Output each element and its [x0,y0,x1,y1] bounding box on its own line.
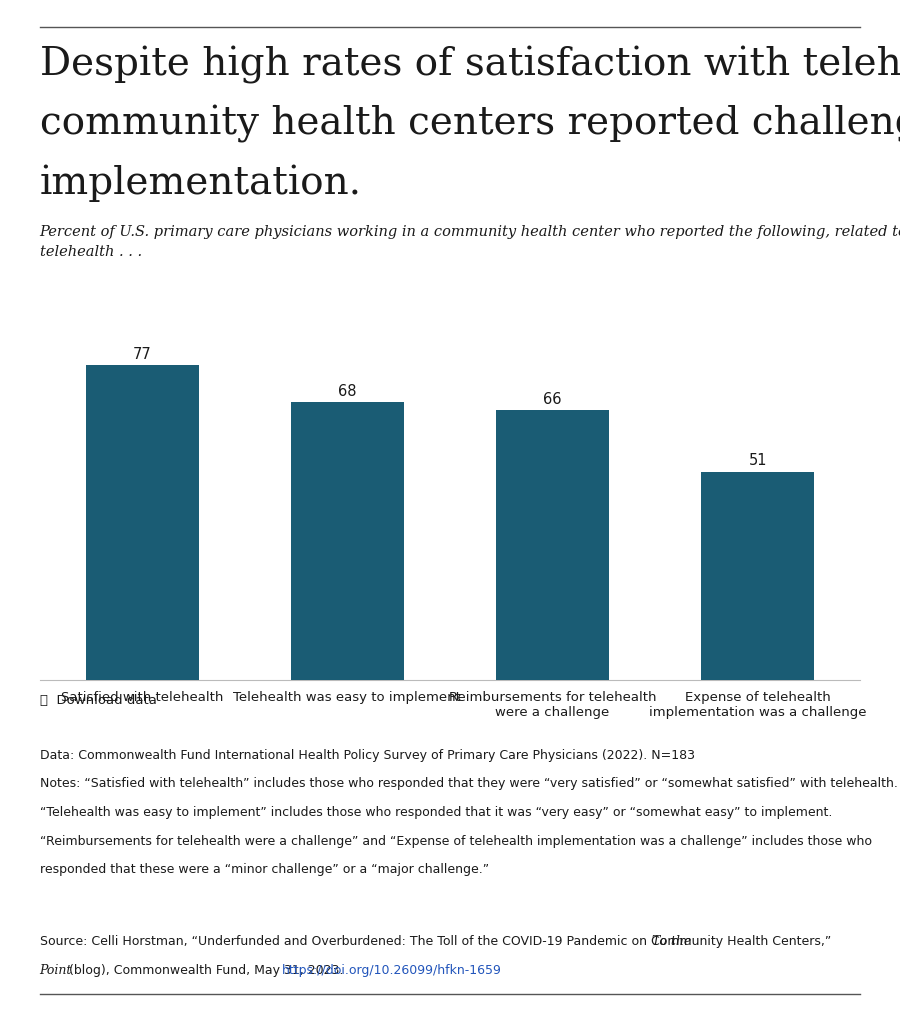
Text: “Telehealth was easy to implement” includes those who responded that it was “ver: “Telehealth was easy to implement” inclu… [40,806,832,819]
Text: ⤓  Download data: ⤓ Download data [40,694,157,707]
Text: 66: 66 [544,392,562,407]
Text: 68: 68 [338,384,356,399]
Text: Point: Point [40,964,72,977]
Text: 77: 77 [133,347,151,362]
Text: To the: To the [652,935,692,948]
Text: implementation.: implementation. [40,165,362,203]
Text: Notes: “Satisfied with telehealth” includes those who responded that they were “: Notes: “Satisfied with telehealth” inclu… [40,777,897,791]
Text: Data: Commonwealth Fund International Health Policy Survey of Primary Care Physi: Data: Commonwealth Fund International He… [40,749,695,762]
Text: Source: Celli Horstman, “Underfunded and Overburdened: The Toll of the COVID-19 : Source: Celli Horstman, “Underfunded and… [40,935,835,948]
Text: (blog), Commonwealth Fund, May 31, 2023.: (blog), Commonwealth Fund, May 31, 2023. [66,964,347,977]
Text: 51: 51 [749,453,767,469]
Text: Despite high rates of satisfaction with telehealth,: Despite high rates of satisfaction with … [40,46,900,84]
Text: responded that these were a “minor challenge” or a “major challenge.”: responded that these were a “minor chall… [40,863,489,877]
Text: https://doi.org/10.26099/hfkn-1659: https://doi.org/10.26099/hfkn-1659 [282,964,501,977]
Bar [86,365,199,680]
Text: “Reimbursements for telehealth were a challenge” and “Expense of telehealth impl: “Reimbursements for telehealth were a ch… [40,835,871,848]
Bar [496,410,609,680]
Text: community health centers reported challenges in: community health centers reported challe… [40,105,900,143]
Text: Percent of U.S. primary care physicians working in a community health center who: Percent of U.S. primary care physicians … [40,225,900,259]
Bar [701,472,814,680]
Bar [291,402,404,680]
